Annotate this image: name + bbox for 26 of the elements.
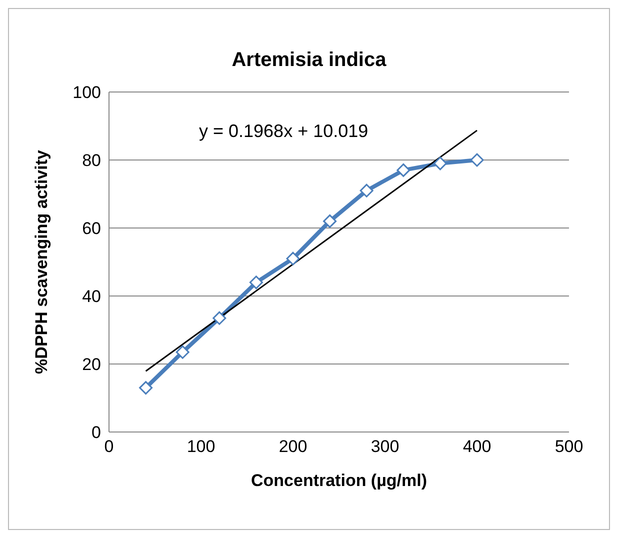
y-tick-label: 60 [82, 219, 101, 238]
x-tick-label: 400 [462, 437, 492, 456]
y-tick-label: 0 [92, 423, 101, 442]
annotation: y = 0.1968x + 10.019 [199, 121, 368, 142]
x-tick-label: 100 [186, 437, 216, 456]
y-tick-label: 100 [72, 83, 101, 102]
point [470, 153, 484, 167]
point [249, 276, 263, 290]
point [396, 163, 410, 177]
y-tick-label: 20 [82, 355, 101, 374]
x-tick-label: 0 [104, 437, 114, 456]
point [360, 184, 374, 198]
x-axis-title: Concentration (µg/ml) [250, 471, 428, 490]
point [286, 252, 300, 266]
y-tick-label: 40 [82, 287, 101, 306]
point [139, 381, 153, 395]
point [323, 214, 337, 228]
x-tick-label: 300 [370, 437, 400, 456]
x-tick-label: 200 [278, 437, 308, 456]
x-tick-label: 500 [554, 437, 584, 456]
point [176, 345, 190, 359]
point [433, 156, 447, 170]
chart-title: Artemisia indica [230, 49, 388, 72]
y-axis-title: %DPPH scavenging activity [32, 150, 52, 374]
y-tick-label: 80 [82, 151, 101, 170]
point [212, 311, 226, 325]
